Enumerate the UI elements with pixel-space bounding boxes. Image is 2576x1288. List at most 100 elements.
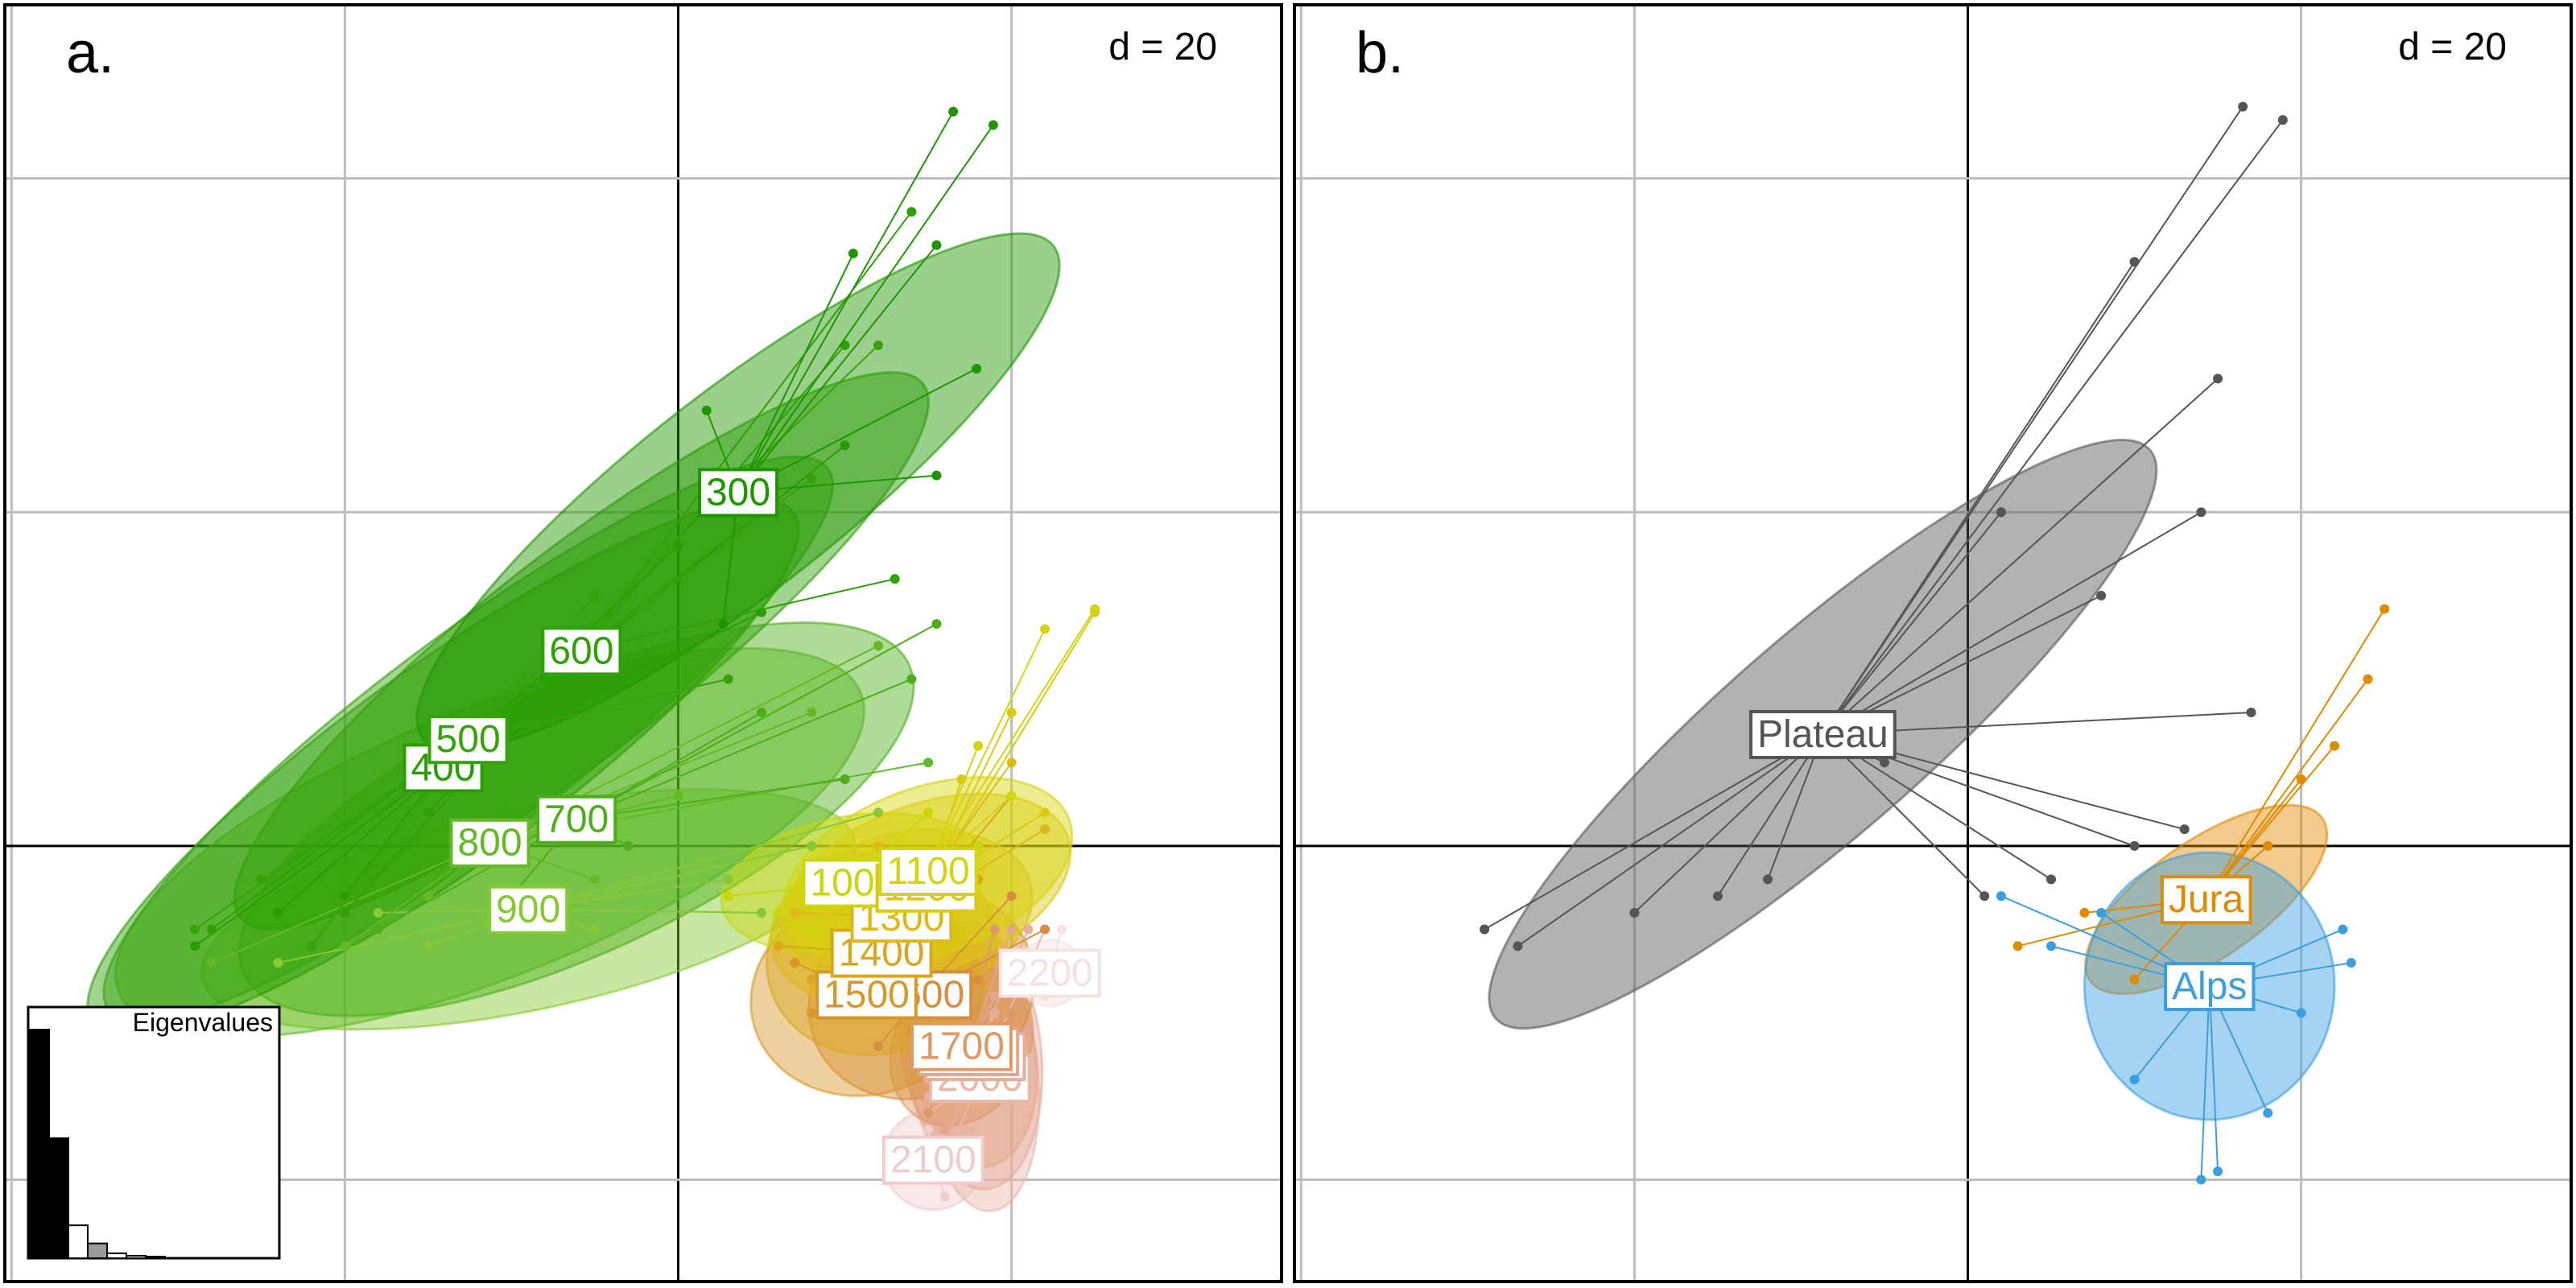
point (873, 1041, 883, 1051)
point (1039, 924, 1050, 935)
point (589, 924, 600, 935)
eigen-bar (145, 1255, 166, 1259)
point (1513, 941, 1523, 952)
point (973, 974, 984, 985)
point (948, 106, 959, 117)
point (757, 907, 767, 918)
star-line (581, 578, 895, 652)
point (2380, 604, 2390, 614)
star-line (527, 844, 812, 910)
point (807, 1008, 817, 1018)
star-line (527, 811, 879, 910)
point (840, 340, 850, 350)
point (273, 958, 283, 968)
point (206, 924, 217, 935)
point (773, 941, 783, 952)
point (2263, 1108, 2273, 1118)
point (807, 473, 817, 484)
point (2296, 774, 2306, 784)
group-label: 800 (457, 822, 522, 865)
star-line (576, 778, 845, 820)
group-label-box (488, 885, 569, 935)
group-label: 1500 (824, 973, 910, 1016)
point (923, 807, 934, 818)
point (1996, 507, 2006, 518)
point (1763, 874, 1773, 885)
point (807, 974, 817, 985)
point (906, 207, 917, 217)
point (931, 240, 942, 250)
star-line (926, 612, 1096, 889)
point (757, 708, 767, 718)
group-label: 600 (549, 630, 613, 672)
point (873, 807, 883, 818)
group-label-box (910, 1022, 1013, 1071)
point (1006, 791, 1017, 801)
point (506, 708, 517, 718)
point (373, 807, 383, 818)
eigen-bar (87, 1242, 108, 1259)
point (923, 758, 934, 768)
panel-frame (1293, 3, 2573, 1283)
point (340, 907, 350, 918)
point (873, 340, 883, 350)
star-line (580, 211, 913, 651)
star-line (278, 908, 529, 964)
group-label-box (2164, 962, 2256, 1012)
group-label-box (1748, 709, 1897, 759)
point (1480, 924, 1490, 935)
point (2129, 974, 2140, 985)
point (790, 958, 800, 968)
star-line (2200, 986, 2211, 1180)
point (206, 958, 217, 968)
point (701, 405, 712, 415)
star-line (1822, 511, 2202, 735)
point (2277, 115, 2288, 126)
point (939, 1125, 950, 1135)
point (1006, 891, 1017, 902)
point (2329, 741, 2339, 751)
eigen-bar (106, 1252, 127, 1259)
point (2338, 924, 2348, 935)
star-line (1822, 119, 2284, 735)
group-label-box (541, 626, 622, 676)
point (589, 874, 600, 885)
star-line (927, 608, 1096, 872)
group-label-box (2160, 875, 2252, 925)
star-line (1822, 733, 1985, 897)
point (190, 941, 200, 952)
point (1879, 758, 1889, 768)
point (931, 619, 942, 630)
point (256, 941, 266, 952)
star-line (576, 678, 912, 820)
group-label: 500 (436, 718, 501, 761)
point (1090, 604, 1100, 614)
point (673, 791, 683, 801)
point (423, 891, 433, 902)
eigen-bar (29, 1029, 50, 1259)
point (2213, 1166, 2223, 1177)
group-label-box (536, 795, 617, 844)
point (840, 440, 850, 451)
eigen-title: Eigenvalues (133, 1008, 273, 1037)
star-line (1517, 733, 1823, 947)
star-line (1484, 733, 1823, 931)
panel: 9008007004005006003002100200019001800170… (5, 5, 1282, 1282)
star-line (194, 766, 444, 947)
point (807, 924, 817, 935)
group-label-box (449, 818, 530, 868)
point (988, 120, 998, 130)
point (190, 924, 200, 935)
star-line (467, 477, 812, 741)
point (790, 907, 800, 918)
point (1039, 824, 1050, 835)
point (306, 941, 316, 952)
star-line (927, 628, 1046, 872)
point (340, 941, 350, 952)
group-label-box (881, 1135, 985, 1185)
star-line (737, 253, 854, 493)
point (723, 874, 733, 885)
grid-size-label: d = 20 (1108, 26, 1217, 68)
